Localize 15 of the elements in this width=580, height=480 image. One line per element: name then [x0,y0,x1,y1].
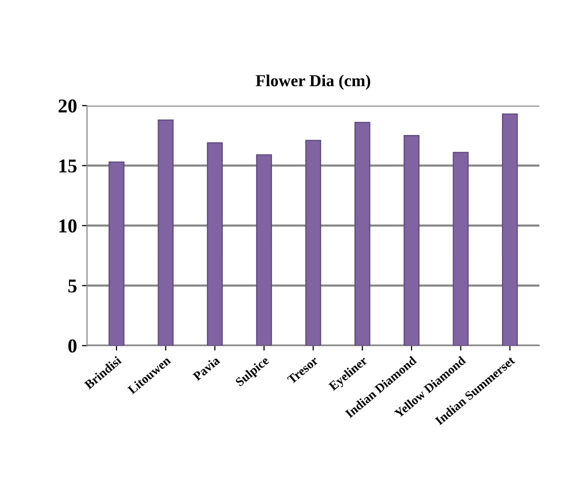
y-tick-label: 5 [68,280,77,293]
y-tick-label: 15 [59,160,77,173]
bar [305,140,322,346]
bar [108,161,124,346]
y-tick-label: 20 [58,99,77,113]
y-tick-label: 10 [59,219,77,233]
bar [452,152,469,346]
bar [502,113,518,346]
bar [158,119,174,346]
bar [354,122,370,346]
bar [256,154,272,346]
bar [404,135,420,346]
bar [206,142,223,346]
chart-title: Flower Dia (cm) [256,74,370,90]
y-tick-label: 0 [68,339,77,353]
